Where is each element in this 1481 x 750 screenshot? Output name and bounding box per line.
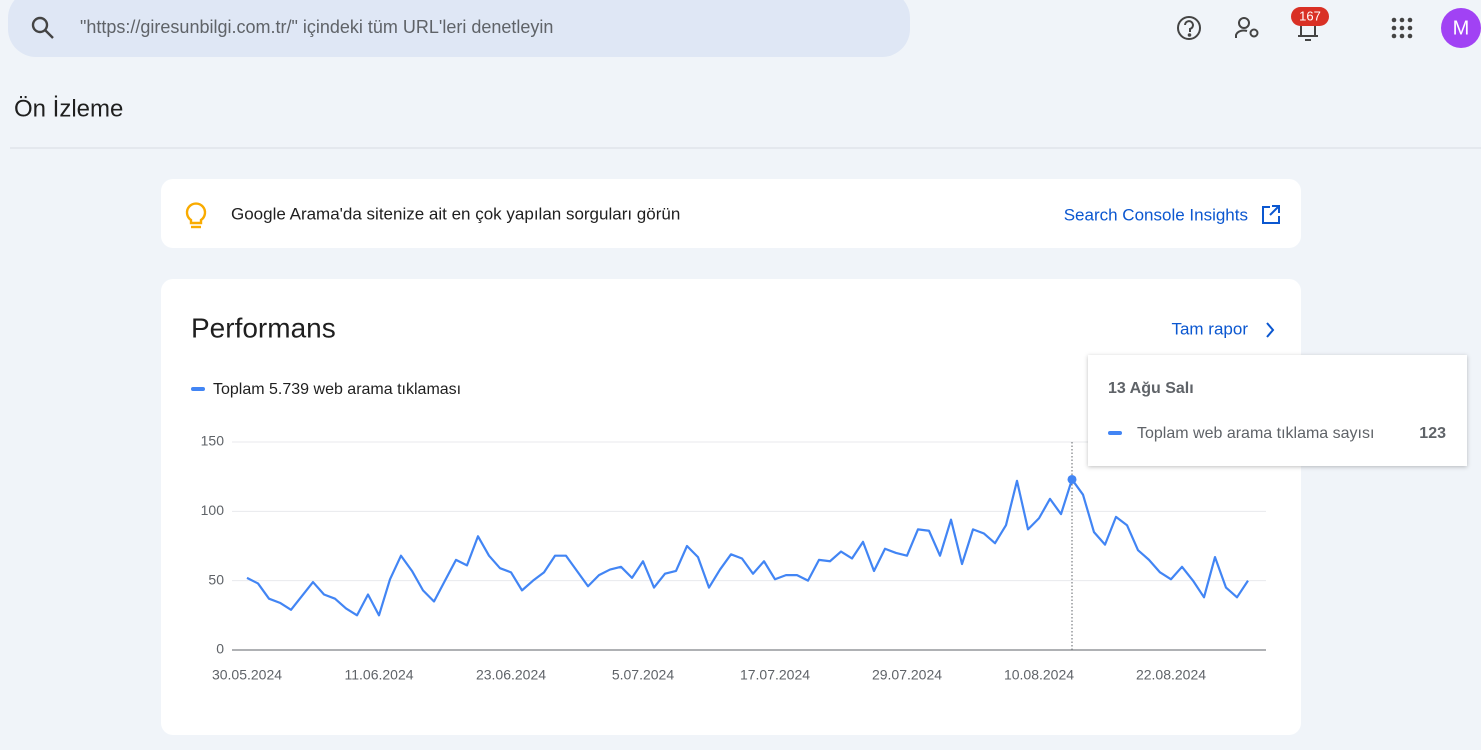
tooltip-swatch [1108,431,1122,435]
notification-badge [1291,7,1329,26]
tooltip-body [1088,355,1467,466]
insight-text: Google Arama'da sitenize ait en çok yapı… [231,204,680,223]
card-title: Performans [191,312,336,343]
y-tick-label: 100 [201,502,225,518]
lightbulb-icon [185,202,207,229]
x-tick-label: 23.06.2024 [476,667,546,683]
legend-label: Toplam 5.739 web arama tıklaması [213,381,461,398]
chevron-icon[interactable] [1266,322,1275,338]
page-title: Ön İzleme [14,95,123,122]
x-tick-label: 17.07.2024 [740,667,810,683]
legend-swatch [191,387,205,391]
line-series [246,478,1249,617]
performance-card [161,279,1301,735]
apps-icon[interactable] [1391,17,1413,39]
y-tick-label: 0 [216,641,224,657]
notification-count: 167 [1299,8,1321,23]
x-tick-label: 5.07.2024 [612,667,674,683]
full-report-link[interactable]: Tam rapor [1171,319,1248,338]
tooltip-title: 13 Ağu Salı [1108,380,1194,397]
external-link-icon[interactable] [1262,205,1280,224]
tooltip-label: Toplam web arama tıklama sayısı [1137,425,1374,442]
search-icon[interactable] [31,16,54,39]
x-tick-label: 11.06.2024 [344,667,413,683]
x-tick-label: 30.05.2024 [212,667,282,683]
y-tick-label: 150 [201,433,225,449]
search-placeholder[interactable]: "https://giresunbilgi.com.tr/" içindeki … [80,17,553,37]
x-tick-label: 10.08.2024 [1004,667,1074,683]
y-tick-label: 50 [208,571,224,587]
user-settings-icon[interactable] [1235,17,1259,38]
avatar[interactable] [1441,8,1481,48]
insight-card [161,179,1301,248]
search-bar[interactable] [8,0,910,57]
x-tick-label: 29.07.2024 [872,667,942,683]
help-icon[interactable] [1177,16,1201,40]
avatar-initial[interactable]: M [1453,17,1470,39]
hover-point [1067,474,1077,484]
x-tick-label: 22.08.2024 [1136,667,1206,683]
insight-link[interactable]: Search Console Insights [1064,205,1248,224]
tooltip-value: 123 [1419,425,1446,442]
